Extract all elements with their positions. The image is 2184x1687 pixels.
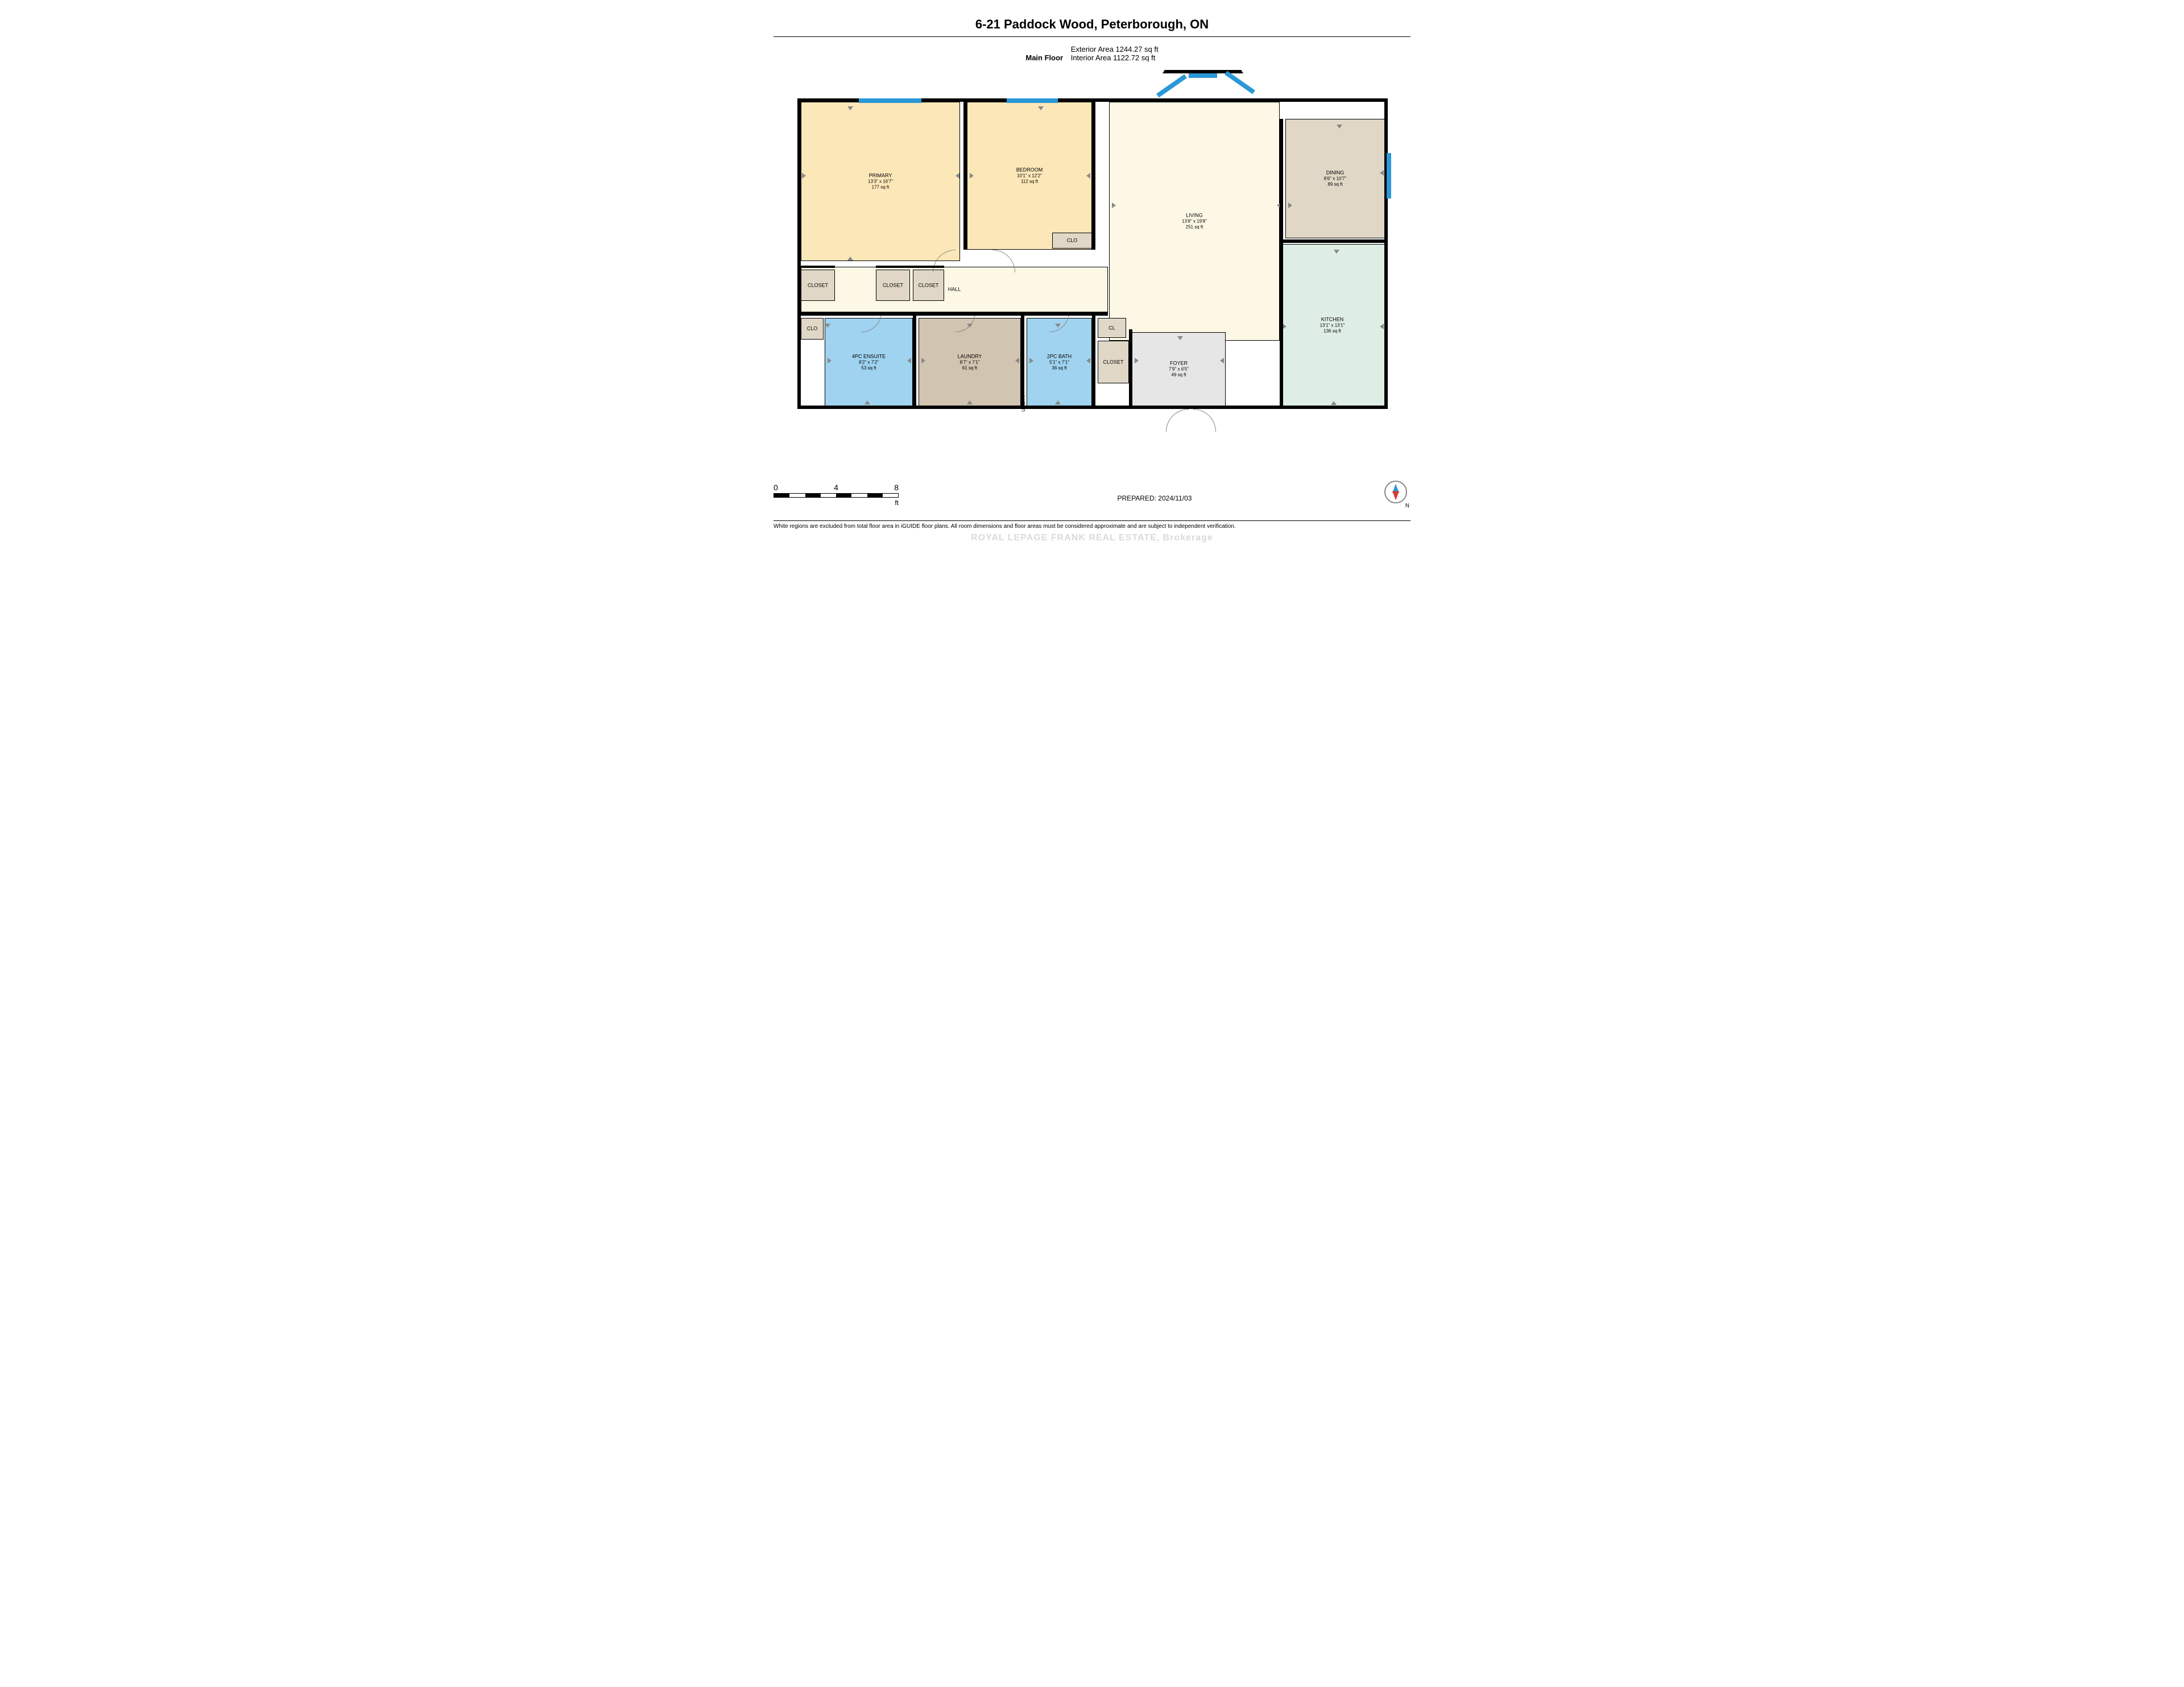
interior-wall xyxy=(1092,316,1095,407)
dimension-arrow xyxy=(1112,202,1116,208)
scale-0: 0 xyxy=(774,483,778,492)
door-arc xyxy=(1193,409,1216,432)
compass-n-label: N xyxy=(1405,503,1409,509)
title-rule xyxy=(774,36,1410,37)
dimension-arrow xyxy=(847,106,853,110)
dimension-arrow xyxy=(1380,324,1384,329)
window-0 xyxy=(859,98,921,103)
interior-wall xyxy=(1129,329,1132,407)
dimension-arrow xyxy=(970,173,974,179)
interior-wall xyxy=(801,312,1108,316)
prepared-date: PREPARED: 2024/11/03 xyxy=(899,494,1410,502)
window-1 xyxy=(1007,98,1058,103)
room-label-closet_f: CLOSET xyxy=(1103,359,1123,365)
dimension-arrow xyxy=(1220,358,1224,363)
dimension-arrow xyxy=(1334,250,1339,254)
room-label-bath2: 2PC BATH5'1" x 7'1"36 sq ft xyxy=(1047,353,1072,371)
scale-unit: ft xyxy=(774,499,899,507)
room-label-laundry: LAUNDRY8'7" x 7'1"61 sq ft xyxy=(958,353,982,371)
interior-wall xyxy=(801,266,835,268)
dimension-arrow xyxy=(1288,202,1292,208)
dimension-arrow xyxy=(847,257,853,261)
area-summary: Main Floor Exterior Area 1244.27 sq ft I… xyxy=(774,45,1410,62)
dimension-arrow xyxy=(828,358,832,363)
exterior-area: Exterior Area 1244.27 sq ft xyxy=(1071,45,1159,53)
room-label-closet3: CLOSET xyxy=(918,282,938,288)
compass: N xyxy=(1384,481,1410,507)
room-label-ensuite: 4PC ENSUITE8'2" x 7'2"53 sq ft xyxy=(852,353,886,371)
dimension-arrow xyxy=(1029,358,1033,363)
interior-wall xyxy=(963,102,967,250)
dimension-arrow xyxy=(1135,358,1139,363)
window-4 xyxy=(1225,71,1255,94)
interior-wall xyxy=(1092,102,1095,250)
disclaimer: White regions are excluded from total fl… xyxy=(774,523,1410,530)
dimension-arrow xyxy=(967,400,973,404)
room-label-clo_ens: CLO xyxy=(807,325,818,332)
window-2 xyxy=(1156,75,1187,98)
window-5 xyxy=(1387,153,1391,199)
interior-wall xyxy=(913,316,916,407)
room-label-cl_foyer: CL xyxy=(1108,325,1115,331)
dimension-arrow xyxy=(907,358,911,363)
page-title: 6-21 Paddock Wood, Peterborough, ON xyxy=(774,17,1410,32)
room-label-foyer: FOYER7'9" x 6'5"49 sq ft xyxy=(1169,360,1189,378)
window-3 xyxy=(1189,73,1217,78)
dimension-arrow xyxy=(1055,400,1061,404)
footer-rule xyxy=(774,520,1410,521)
room-label-living: LIVING13'8" x 19'8"251 sq ft xyxy=(1182,212,1207,230)
dimension-arrow xyxy=(1177,336,1183,340)
door-arc xyxy=(1166,409,1189,432)
dimension-arrow xyxy=(1086,358,1090,363)
dimension-arrow xyxy=(864,400,870,404)
watermark: ROYAL LEPAGE FRANK REAL ESTATE, Brokerag… xyxy=(971,533,1213,543)
interior-wall xyxy=(1280,239,1385,243)
dimension-arrow xyxy=(1086,173,1090,179)
dimension-arrow xyxy=(921,358,925,363)
interior-area: Interior Area 1122.72 sq ft xyxy=(1071,53,1159,62)
scale-2: 8 xyxy=(894,483,899,492)
room-label-closet2: CLOSET xyxy=(883,282,903,288)
room-label-primary: PRIMARY13'3" x 16'7"177 sq ft xyxy=(868,172,893,190)
dimension-arrow xyxy=(802,173,806,179)
room-label-kitchen: KITCHEN13'1" x 13'1"136 sq ft xyxy=(1320,316,1345,334)
interior-wall xyxy=(876,266,944,268)
door-arc xyxy=(992,250,1015,272)
scale-1: 4 xyxy=(834,483,838,492)
dimension-arrow xyxy=(825,324,830,328)
dimension-arrow xyxy=(1380,170,1384,176)
floor-plan: PRIMARY13'3" x 16'7"177 sq ft BEDROOM10'1… xyxy=(791,73,1393,426)
room-label-hall: HALL xyxy=(948,286,961,292)
room-label-bedroom: BEDROOM10'1" x 12'2"112 sq ft xyxy=(1016,167,1043,184)
dimension-arrow xyxy=(1337,125,1342,129)
floor-label: Main Floor xyxy=(1025,53,1063,62)
room-label-clo_bed: CLO xyxy=(1067,237,1078,243)
dimension-arrow xyxy=(956,173,959,179)
room-label-closet1: CLOSET xyxy=(808,282,828,288)
room-label-dining: DINING8'6" x 10'7"89 sq ft xyxy=(1324,169,1346,187)
dimension-arrow xyxy=(1038,106,1044,110)
dimension-arrow xyxy=(1331,401,1337,405)
scale-bar: 0 4 8 ft xyxy=(774,483,899,507)
dimension-arrow xyxy=(1283,324,1287,329)
interior-wall xyxy=(1280,119,1283,407)
dimension-arrow xyxy=(1015,358,1019,363)
interior-wall xyxy=(1021,316,1024,407)
